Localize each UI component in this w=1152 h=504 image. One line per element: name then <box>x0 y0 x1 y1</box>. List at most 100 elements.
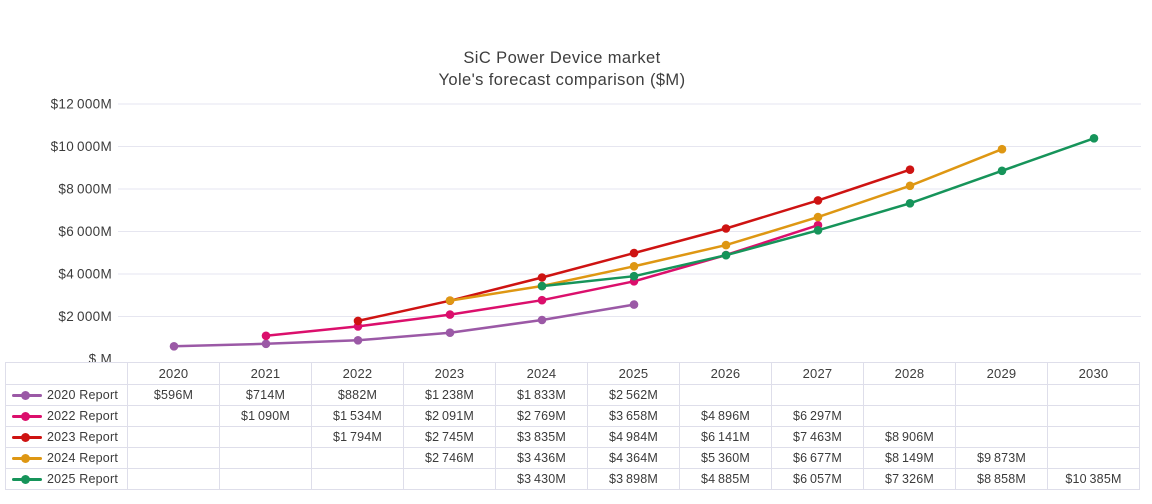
value-cell: $10 385M <box>1047 468 1140 490</box>
data-point-2020-report <box>445 328 455 338</box>
value-cell: $1 238M <box>403 384 496 406</box>
legend-item: 2024 Report <box>7 451 127 465</box>
year-column-header: 2022 <box>311 362 404 385</box>
value-cell: $3 658M <box>587 405 680 427</box>
value-cell: $6 141M <box>679 426 772 448</box>
year-column-header: 2020 <box>127 362 220 385</box>
legend-item: 2022 Report <box>7 409 127 423</box>
year-column-header: 2028 <box>863 362 956 385</box>
table-row: 2023 Report $1 794M $2 745M $3 835M $4 984M $… <box>5 426 1140 448</box>
value-cell <box>127 447 220 469</box>
series-line-2020-report <box>173 303 635 348</box>
table-header-row: 2020 2021 2022 2023 2024 2025 2026 2027 2028 2029… <box>5 362 1140 385</box>
value-cell: $9 873M <box>955 447 1048 469</box>
value-cell <box>219 468 312 490</box>
value-cell <box>1047 405 1140 427</box>
value-cell: $3 430M <box>495 468 588 490</box>
value-cell <box>955 384 1048 406</box>
legend-item: 2020 Report <box>7 388 127 402</box>
value-cell: $8 906M <box>863 426 956 448</box>
data-point-2020-report <box>353 336 363 345</box>
y-axis-tick-label: $12 000M <box>51 97 112 112</box>
data-point-2022-report <box>537 295 547 305</box>
value-cell: $882M <box>311 384 404 406</box>
data-point-2025-report <box>997 166 1007 176</box>
data-point-2023-report <box>721 224 731 233</box>
legend-cell: 2025 Report <box>5 468 128 490</box>
data-point-2024-report <box>721 240 731 250</box>
value-cell <box>311 447 404 469</box>
value-cell <box>1047 447 1140 469</box>
data-point-2025-report <box>721 250 731 260</box>
value-cell <box>863 405 956 427</box>
data-table: 2020 2021 2022 2023 2024 2025 2026 2027 2028 2029… <box>5 362 1140 490</box>
value-cell: $4 364M <box>587 447 680 469</box>
year-column-header: 2021 <box>219 362 312 385</box>
value-cell: $2 769M <box>495 405 588 427</box>
data-point-2025-report <box>813 226 823 235</box>
data-point-2020-report <box>169 342 179 351</box>
year-column-header: 2029 <box>955 362 1048 385</box>
series-swatch-icon <box>12 453 42 463</box>
y-axis-tick-label: $10 000M <box>51 139 112 154</box>
series-swatch-icon <box>12 390 42 400</box>
value-cell: $1 090M <box>219 405 312 427</box>
year-column-header: 2030 <box>1047 362 1140 385</box>
legend-item: 2023 Report <box>7 430 127 444</box>
data-point-2025-report <box>629 271 639 281</box>
data-point-2023-report <box>813 196 823 205</box>
value-cell: $2 746M <box>403 447 496 469</box>
data-point-2024-report <box>997 144 1007 154</box>
value-cell: $2 745M <box>403 426 496 448</box>
legend-header-cell <box>5 362 128 385</box>
data-point-2024-report <box>445 296 455 305</box>
value-cell: $4 984M <box>587 426 680 448</box>
value-cell: $4 885M <box>679 468 772 490</box>
data-point-2025-report <box>905 199 915 208</box>
data-point-2022-report <box>261 331 271 341</box>
data-point-2023-report <box>905 165 915 174</box>
value-cell: $5 360M <box>679 447 772 469</box>
data-point-2025-report <box>1089 134 1099 143</box>
value-cell <box>127 405 220 427</box>
value-cell: $2 091M <box>403 405 496 427</box>
value-cell <box>863 384 956 406</box>
value-cell <box>219 447 312 469</box>
y-axis-tick-label: $2 000M <box>58 309 112 324</box>
value-cell: $3 835M <box>495 426 588 448</box>
value-cell: $1 833M <box>495 384 588 406</box>
series-line-2025-report <box>541 137 1095 288</box>
y-axis-tick-label: $4 000M <box>58 267 112 282</box>
value-cell <box>955 426 1048 448</box>
value-cell: $1 794M <box>311 426 404 448</box>
data-point-2022-report <box>445 310 455 319</box>
value-cell <box>679 384 772 406</box>
table-row: 2024 Report $2 746M $3 436M $4 364M $5 360M $… <box>5 447 1140 469</box>
value-cell: $1 534M <box>311 405 404 427</box>
value-cell <box>127 468 220 490</box>
series-line-2023-report <box>357 168 911 323</box>
series-swatch-icon <box>12 474 42 484</box>
chart-title-line2: Yole's forecast comparison ($M) <box>438 71 686 89</box>
y-axis-tick-label: $8 000M <box>58 182 112 197</box>
value-cell: $6 057M <box>771 468 864 490</box>
value-cell: $6 677M <box>771 447 864 469</box>
value-cell: $6 297M <box>771 405 864 427</box>
value-cell <box>1047 384 1140 406</box>
data-point-2024-report <box>813 212 823 222</box>
series-swatch-icon <box>12 432 42 442</box>
chart-title: SiC Power Device market Yole's forecast … <box>0 47 1124 91</box>
legend-cell: 2023 Report <box>5 426 128 448</box>
value-cell <box>1047 426 1140 448</box>
value-cell <box>771 384 864 406</box>
value-cell: $8 149M <box>863 447 956 469</box>
series-label: 2022 Report <box>47 409 118 423</box>
legend-cell: 2020 Report <box>5 384 128 406</box>
y-axis-tick-label: $6 000M <box>58 224 112 239</box>
table-row: 2022 Report $1 090M $1 534M $2 091M $2 769M $… <box>5 405 1140 427</box>
series-label: 2025 Report <box>47 472 118 486</box>
legend-item: 2025 Report <box>7 472 127 486</box>
data-point-2023-report <box>629 248 639 258</box>
series-label: 2020 Report <box>47 388 118 402</box>
